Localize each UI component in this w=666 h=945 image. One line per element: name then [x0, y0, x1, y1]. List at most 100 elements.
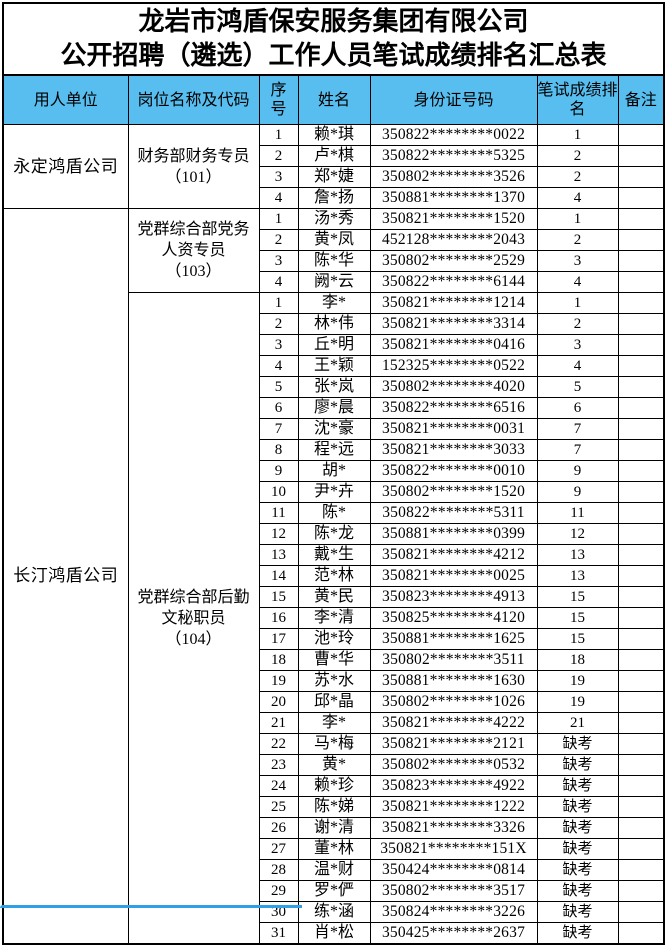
- cell-id-number: 350881********1370: [369, 187, 538, 209]
- table-row: 13 戴*生 350821********4212 13: [3, 544, 665, 566]
- table-row: 27 董*林 350821********151X 缺考: [3, 838, 665, 860]
- table-row: 14 范*林 350821********0025 13: [3, 565, 665, 587]
- cell-rank: 15: [536, 607, 619, 629]
- cell-name: 李*: [297, 292, 371, 314]
- cell-rank: 缺考: [536, 754, 619, 776]
- table-row: 17 池*玲 350881********1625 15: [3, 628, 665, 650]
- title-row: 龙岩市鸿盾保安服务集团有限公司 公开招聘（遴选）工作人员笔试成绩排名汇总表: [2, 2, 665, 76]
- cell-id-number: 350821********151X: [369, 838, 538, 860]
- table-row: 7 沈*豪 350821********0031 7: [3, 418, 665, 440]
- cell-name: 赖*琪: [297, 124, 371, 146]
- cell-remark: [617, 712, 665, 734]
- col-header-rank: 笔试成绩排名: [536, 74, 619, 125]
- cell-name: 陈*华: [297, 250, 371, 272]
- cell-id-number: 350802********0532: [369, 754, 538, 776]
- cell-remark: [617, 817, 665, 839]
- cell-index: 4: [258, 187, 299, 209]
- cell-name: 阙*云: [297, 271, 371, 293]
- cell-remark: [617, 901, 665, 923]
- cell-remark: [617, 796, 665, 818]
- employer-cell: 长汀鸿盾公司: [2, 208, 129, 945]
- cell-remark: [617, 922, 665, 945]
- cell-id-number: 350802********4020: [369, 376, 538, 398]
- cell-name: 马*梅: [297, 733, 371, 755]
- cell-index: 27: [258, 838, 299, 860]
- cell-name: 陈*龙: [297, 523, 371, 545]
- cell-id-number: 350824********3226: [369, 901, 538, 923]
- cell-rank: 缺考: [536, 880, 619, 902]
- cell-name: 李*清: [297, 607, 371, 629]
- cell-rank: 缺考: [536, 817, 619, 839]
- cell-remark: [617, 166, 665, 188]
- cell-index: 10: [258, 481, 299, 503]
- cell-rank: 4: [536, 271, 619, 293]
- cell-remark: [617, 607, 665, 629]
- cell-id-number: 350802********1520: [369, 481, 538, 503]
- cell-index: 2: [258, 229, 299, 251]
- table-row: 3 陈*华 350802********2529 3: [3, 250, 665, 272]
- cell-remark: [617, 670, 665, 692]
- cell-id-number: 350821********0031: [369, 418, 538, 440]
- cell-index: 23: [258, 754, 299, 776]
- cell-remark: [617, 859, 665, 881]
- cell-id-number: 350881********1625: [369, 628, 538, 650]
- position-title-line: 文秘职员: [161, 609, 226, 627]
- cell-id-number: 350881********1630: [369, 670, 538, 692]
- table-row: 20 邱*晶 350802********1026 19: [3, 691, 665, 713]
- cell-id-number: 350424********0814: [369, 859, 538, 881]
- cell-remark: [617, 439, 665, 461]
- cell-index: 8: [258, 439, 299, 461]
- cell-index: 31: [258, 922, 299, 945]
- cell-remark: [617, 418, 665, 440]
- table-row: 19 苏*水 350881********1630 19: [3, 670, 665, 692]
- table-row: 5 张*岚 350802********4020 5: [3, 376, 665, 398]
- cell-name: 王*颖: [297, 355, 371, 377]
- cell-id-number: 350802********3526: [369, 166, 538, 188]
- cell-remark: [617, 649, 665, 671]
- cell-remark: [617, 187, 665, 209]
- cell-index: 14: [258, 565, 299, 587]
- cell-remark: [617, 250, 665, 272]
- cell-index: 4: [258, 355, 299, 377]
- cell-index: 3: [258, 166, 299, 188]
- cell-index: 18: [258, 649, 299, 671]
- cell-index: 25: [258, 796, 299, 818]
- cell-name: 卢*棋: [297, 145, 371, 167]
- cell-name: 温*财: [297, 859, 371, 881]
- cell-remark: [617, 586, 665, 608]
- table-row: 4 王*颖 152325********0522 4: [3, 355, 665, 377]
- cell-remark: [617, 229, 665, 251]
- cell-name: 陈*娣: [297, 796, 371, 818]
- cell-id-number: 350821********1214: [369, 292, 538, 314]
- cell-id-number: 152325********0522: [369, 355, 538, 377]
- position-cell: 党群综合部党务 人资专员 （103）: [127, 208, 260, 293]
- cell-remark: [617, 733, 665, 755]
- cell-id-number: 350825********4120: [369, 607, 538, 629]
- cell-id-number: 350821********3314: [369, 313, 538, 335]
- cell-remark: [617, 481, 665, 503]
- table-row: 3 丘*明 350821********0416 3: [3, 334, 665, 356]
- cell-rank: 21: [536, 712, 619, 734]
- cell-remark: [617, 628, 665, 650]
- cell-rank: 15: [536, 628, 619, 650]
- cell-name: 邱*晶: [297, 691, 371, 713]
- cell-remark: [617, 124, 665, 146]
- cell-id-number: 350822********0022: [369, 124, 538, 146]
- cell-rank: 9: [536, 460, 619, 482]
- cell-remark: [617, 145, 665, 167]
- cell-rank: 7: [536, 418, 619, 440]
- table-title: 龙岩市鸿盾保安服务集团有限公司 公开招聘（遴选）工作人员笔试成绩排名汇总表: [2, 2, 665, 76]
- cell-remark: [617, 754, 665, 776]
- cell-index: 11: [258, 502, 299, 524]
- position-title-line: 党群综合部后勤: [137, 588, 250, 606]
- cell-id-number: 350802********2529: [369, 250, 538, 272]
- cell-rank: 2: [536, 166, 619, 188]
- header-row: 用人单位 岗位名称及代码 序号 姓名 身份证号码 笔试成绩排名 备注: [2, 74, 665, 125]
- cell-id-number: 350821********0416: [369, 334, 538, 356]
- cell-rank: 12: [536, 523, 619, 545]
- table-row: 6 廖*晨 350822********6516 6: [3, 397, 665, 419]
- cell-id-number: 350821********0025: [369, 565, 538, 587]
- cell-index: 29: [258, 880, 299, 902]
- cell-rank: 1: [536, 208, 619, 230]
